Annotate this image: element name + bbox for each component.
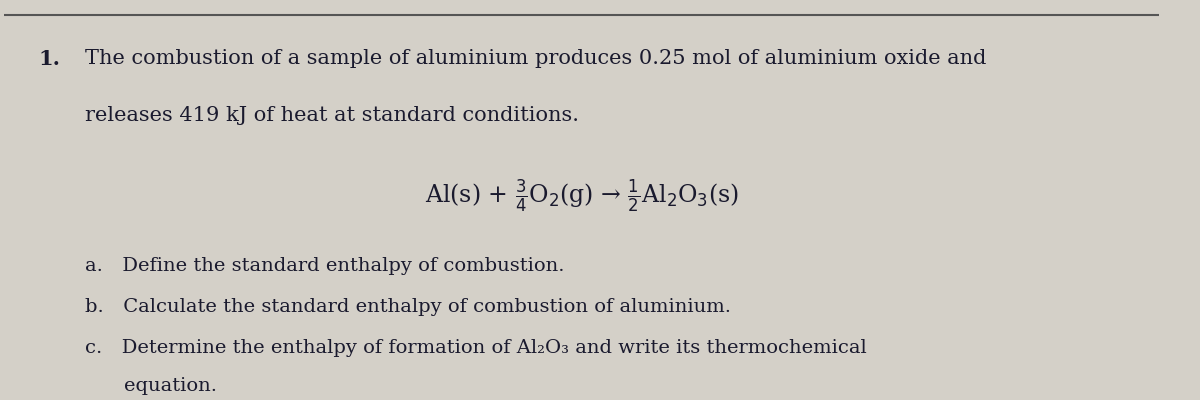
Text: equation.: equation.	[85, 377, 217, 395]
Text: a. Define the standard enthalpy of combustion.: a. Define the standard enthalpy of combu…	[85, 256, 564, 274]
Text: b. Calculate the standard enthalpy of combustion of aluminium.: b. Calculate the standard enthalpy of co…	[85, 298, 731, 316]
Text: The combustion of a sample of aluminium produces 0.25 mol of aluminium oxide and: The combustion of a sample of aluminium …	[85, 49, 986, 68]
Text: Al(s) + $\frac{3}{4}$O$_2$(g) → $\frac{1}{2}$Al$_2$O$_3$(s): Al(s) + $\frac{3}{4}$O$_2$(g) → $\frac{1…	[425, 178, 739, 215]
Text: c. Determine the enthalpy of formation of Al₂O₃ and write its thermochemical: c. Determine the enthalpy of formation o…	[85, 340, 866, 358]
Text: releases 419 kJ of heat at standard conditions.: releases 419 kJ of heat at standard cond…	[85, 106, 580, 125]
Text: 1.: 1.	[38, 49, 61, 69]
